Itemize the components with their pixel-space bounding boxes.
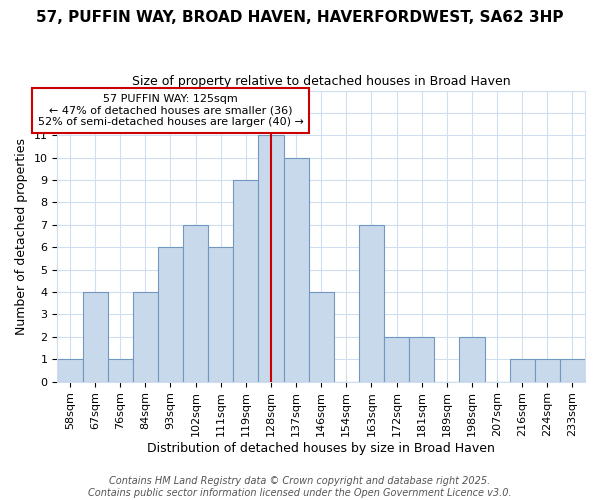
Bar — [233, 180, 259, 382]
Bar — [384, 337, 409, 382]
Text: 57 PUFFIN WAY: 125sqm
← 47% of detached houses are smaller (36)
52% of semi-deta: 57 PUFFIN WAY: 125sqm ← 47% of detached … — [38, 94, 304, 127]
Bar — [509, 359, 535, 382]
Title: Size of property relative to detached houses in Broad Haven: Size of property relative to detached ho… — [132, 75, 511, 88]
Bar — [409, 337, 434, 382]
Bar — [259, 136, 284, 382]
Bar — [460, 337, 485, 382]
Bar — [560, 359, 585, 382]
X-axis label: Distribution of detached houses by size in Broad Haven: Distribution of detached houses by size … — [147, 442, 495, 455]
Bar — [158, 248, 183, 382]
Bar — [133, 292, 158, 382]
Bar — [308, 292, 334, 382]
Bar — [535, 359, 560, 382]
Bar — [83, 292, 107, 382]
Bar — [284, 158, 308, 382]
Bar — [208, 248, 233, 382]
Text: Contains HM Land Registry data © Crown copyright and database right 2025.
Contai: Contains HM Land Registry data © Crown c… — [88, 476, 512, 498]
Bar — [58, 359, 83, 382]
Bar — [183, 225, 208, 382]
Text: 57, PUFFIN WAY, BROAD HAVEN, HAVERFORDWEST, SA62 3HP: 57, PUFFIN WAY, BROAD HAVEN, HAVERFORDWE… — [36, 10, 564, 25]
Bar — [359, 225, 384, 382]
Y-axis label: Number of detached properties: Number of detached properties — [15, 138, 28, 334]
Bar — [107, 359, 133, 382]
